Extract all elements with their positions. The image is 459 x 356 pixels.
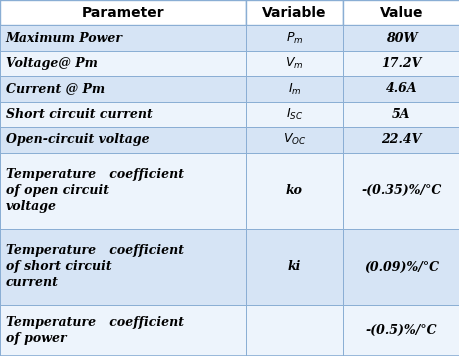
Bar (0, 305, 246, 356)
Text: (0.09)%/°C: (0.09)%/°C (363, 261, 438, 273)
Bar (0, 127, 246, 153)
Bar (342, 76, 459, 102)
Text: Open-circuit voltage: Open-circuit voltage (6, 134, 149, 146)
Bar (246, 127, 342, 153)
Text: Current @ Pm: Current @ Pm (6, 83, 104, 95)
Bar (342, 0, 459, 25)
Bar (0, 25, 246, 51)
Text: 5A: 5A (391, 108, 410, 121)
Text: $I_m$: $I_m$ (287, 82, 301, 96)
Text: $V_{OC}$: $V_{OC}$ (282, 132, 306, 147)
Bar (342, 229, 459, 305)
Bar (0, 229, 246, 305)
Text: $P_m$: $P_m$ (285, 31, 302, 46)
Text: -(0.35)%/°C: -(0.35)%/°C (360, 184, 441, 197)
Bar (342, 153, 459, 229)
Bar (342, 102, 459, 127)
Bar (246, 102, 342, 127)
Bar (0, 0, 246, 25)
Bar (246, 305, 342, 356)
Text: 17.2V: 17.2V (381, 57, 420, 70)
Text: Temperature   coefficient
of open circuit
voltage: Temperature coefficient of open circuit … (6, 168, 183, 213)
Text: Maximum Power: Maximum Power (6, 32, 122, 44)
Bar (342, 127, 459, 153)
Bar (0, 153, 246, 229)
Bar (246, 25, 342, 51)
Text: -(0.5)%/°C: -(0.5)%/°C (365, 324, 436, 337)
Text: Short circuit current: Short circuit current (6, 108, 152, 121)
Text: 80W: 80W (385, 32, 416, 44)
Text: Parameter: Parameter (82, 6, 164, 20)
Bar (0, 76, 246, 102)
Bar (0, 102, 246, 127)
Bar (246, 0, 342, 25)
Text: 22.4V: 22.4V (381, 134, 420, 146)
Bar (342, 25, 459, 51)
Text: $V_m$: $V_m$ (285, 56, 303, 71)
Bar (246, 153, 342, 229)
Text: 4.6A: 4.6A (385, 83, 416, 95)
Bar (342, 51, 459, 76)
Text: Voltage@ Pm: Voltage@ Pm (6, 57, 97, 70)
Bar (342, 305, 459, 356)
Text: Value: Value (379, 6, 422, 20)
Bar (246, 76, 342, 102)
Bar (246, 229, 342, 305)
Bar (246, 51, 342, 76)
Text: ki: ki (287, 261, 301, 273)
Text: ko: ko (285, 184, 302, 197)
Bar (0, 51, 246, 76)
Text: Variable: Variable (262, 6, 326, 20)
Text: $I_{SC}$: $I_{SC}$ (285, 107, 302, 122)
Text: Temperature   coefficient
of power: Temperature coefficient of power (6, 316, 183, 345)
Text: Temperature   coefficient
of short circuit
current: Temperature coefficient of short circuit… (6, 245, 183, 289)
